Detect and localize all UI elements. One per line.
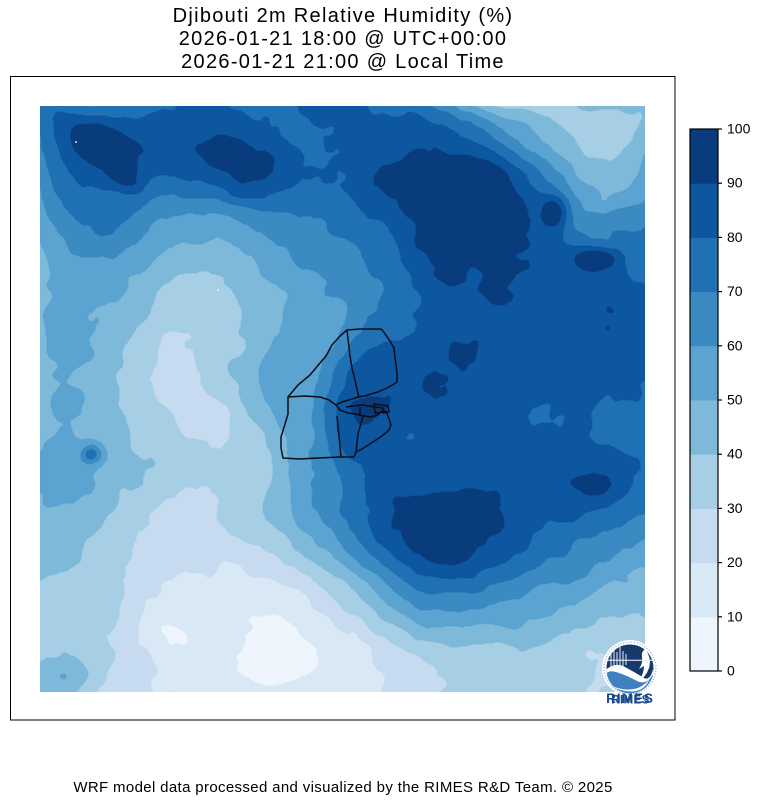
svg-text:40: 40: [727, 446, 743, 462]
svg-text:60: 60: [727, 337, 743, 353]
svg-text:50: 50: [727, 392, 743, 408]
svg-text:70: 70: [727, 283, 743, 299]
svg-text:80: 80: [727, 229, 743, 245]
svg-text:10: 10: [727, 608, 743, 624]
svg-text:RIMES: RIMES: [611, 695, 649, 707]
svg-text:90: 90: [727, 175, 743, 191]
svg-text:100: 100: [727, 121, 751, 137]
svg-text:0: 0: [727, 663, 735, 679]
svg-text:RIMES: RIMES: [606, 691, 654, 706]
svg-text:30: 30: [727, 500, 743, 516]
svg-text:20: 20: [727, 554, 743, 570]
